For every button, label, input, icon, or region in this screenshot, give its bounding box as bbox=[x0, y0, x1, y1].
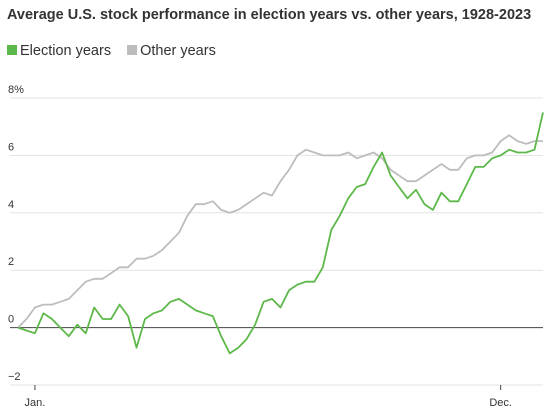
legend-swatch bbox=[127, 45, 138, 55]
series-line bbox=[17, 112, 544, 355]
x-tick-label: Dec. bbox=[489, 397, 512, 409]
legend-label: Election years bbox=[20, 43, 111, 59]
y-tick-label: −2 bbox=[8, 371, 21, 383]
y-tick-label: 4 bbox=[8, 199, 14, 211]
series-line bbox=[17, 134, 543, 329]
y-tick-label: 2 bbox=[8, 256, 14, 268]
legend-swatch bbox=[7, 45, 17, 55]
y-tick-label: 0 bbox=[8, 314, 14, 326]
legend-label: Other years bbox=[140, 43, 216, 59]
chart-title: Average U.S. stock performance in electi… bbox=[7, 7, 531, 23]
y-tick-label: 6 bbox=[8, 141, 14, 153]
y-tick-label: 8% bbox=[8, 84, 24, 96]
x-tick-label: Jan. bbox=[25, 397, 46, 409]
